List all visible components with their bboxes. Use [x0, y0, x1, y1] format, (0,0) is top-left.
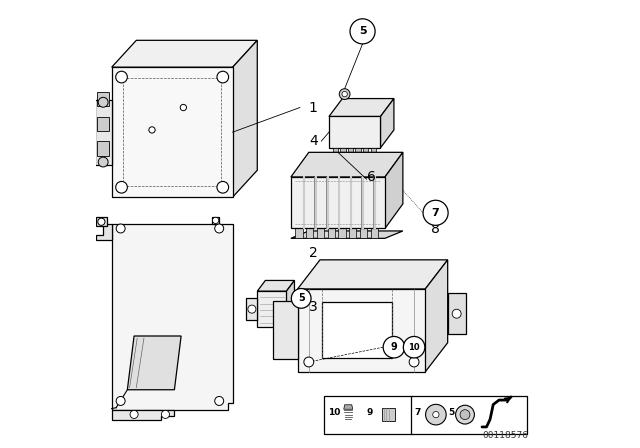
- Polygon shape: [97, 92, 109, 106]
- Polygon shape: [97, 141, 109, 155]
- Circle shape: [248, 305, 256, 313]
- Polygon shape: [348, 148, 353, 156]
- Ellipse shape: [201, 258, 210, 262]
- Polygon shape: [448, 293, 466, 334]
- Polygon shape: [291, 152, 403, 177]
- Polygon shape: [298, 260, 448, 289]
- Polygon shape: [246, 298, 257, 320]
- Circle shape: [149, 127, 155, 133]
- Polygon shape: [96, 217, 108, 226]
- Polygon shape: [257, 291, 287, 327]
- Circle shape: [291, 289, 311, 308]
- Polygon shape: [127, 336, 181, 390]
- Polygon shape: [324, 396, 527, 434]
- Polygon shape: [298, 289, 425, 372]
- Polygon shape: [340, 148, 346, 156]
- Polygon shape: [112, 224, 233, 410]
- Text: 6: 6: [367, 170, 376, 184]
- Circle shape: [460, 409, 470, 419]
- Ellipse shape: [177, 318, 186, 323]
- Polygon shape: [333, 148, 338, 156]
- Text: 5: 5: [359, 26, 366, 36]
- Polygon shape: [112, 40, 257, 67]
- Polygon shape: [97, 116, 109, 131]
- Circle shape: [98, 218, 105, 225]
- Polygon shape: [306, 228, 314, 238]
- Circle shape: [215, 224, 224, 233]
- Text: 5: 5: [448, 408, 454, 417]
- Polygon shape: [329, 116, 380, 148]
- Circle shape: [423, 200, 448, 225]
- Circle shape: [456, 405, 474, 424]
- Polygon shape: [425, 260, 448, 372]
- Text: 3: 3: [309, 300, 317, 314]
- Circle shape: [217, 71, 228, 83]
- Circle shape: [130, 410, 138, 418]
- Text: 9: 9: [390, 342, 397, 352]
- Polygon shape: [339, 228, 346, 238]
- Text: 10: 10: [328, 408, 340, 417]
- Circle shape: [433, 411, 439, 418]
- Text: 10: 10: [408, 343, 420, 352]
- Polygon shape: [344, 405, 353, 409]
- Polygon shape: [96, 224, 112, 240]
- Polygon shape: [323, 302, 392, 358]
- Circle shape: [215, 396, 224, 405]
- Circle shape: [342, 91, 348, 97]
- Circle shape: [304, 357, 314, 367]
- Circle shape: [339, 89, 350, 99]
- Polygon shape: [329, 99, 394, 116]
- Circle shape: [116, 181, 127, 193]
- Text: 4: 4: [309, 134, 317, 148]
- Polygon shape: [273, 302, 298, 359]
- Circle shape: [403, 336, 425, 358]
- Circle shape: [217, 181, 228, 193]
- Polygon shape: [212, 217, 220, 224]
- Circle shape: [452, 309, 461, 318]
- Text: 7: 7: [415, 408, 421, 417]
- Text: 00118576: 00118576: [483, 431, 529, 440]
- Circle shape: [383, 336, 404, 358]
- Circle shape: [180, 104, 186, 111]
- Text: 5: 5: [298, 293, 305, 303]
- Circle shape: [409, 357, 419, 367]
- Polygon shape: [291, 231, 403, 238]
- Text: 2: 2: [309, 246, 317, 260]
- Polygon shape: [95, 99, 112, 165]
- Polygon shape: [363, 148, 369, 156]
- Circle shape: [426, 404, 446, 425]
- Text: 9: 9: [366, 408, 372, 417]
- Ellipse shape: [132, 258, 141, 262]
- Circle shape: [99, 157, 108, 167]
- Polygon shape: [360, 228, 367, 238]
- Circle shape: [116, 71, 127, 83]
- Circle shape: [161, 410, 170, 418]
- Circle shape: [99, 97, 108, 107]
- Circle shape: [116, 396, 125, 405]
- Text: 7: 7: [432, 208, 440, 218]
- Polygon shape: [257, 280, 294, 291]
- Circle shape: [350, 19, 375, 44]
- Polygon shape: [296, 228, 303, 238]
- Polygon shape: [382, 408, 396, 421]
- Circle shape: [212, 217, 219, 224]
- Text: 8: 8: [431, 222, 440, 237]
- Polygon shape: [385, 152, 403, 228]
- Polygon shape: [355, 148, 361, 156]
- Polygon shape: [349, 228, 356, 238]
- Circle shape: [116, 224, 125, 233]
- Text: 1: 1: [309, 100, 317, 115]
- Polygon shape: [371, 148, 376, 156]
- Ellipse shape: [154, 289, 163, 293]
- Polygon shape: [291, 177, 385, 228]
- Polygon shape: [287, 280, 294, 327]
- Polygon shape: [112, 410, 174, 420]
- Polygon shape: [371, 228, 378, 238]
- Polygon shape: [380, 99, 394, 148]
- Polygon shape: [317, 228, 324, 238]
- Polygon shape: [328, 228, 335, 238]
- Polygon shape: [112, 67, 233, 197]
- Polygon shape: [429, 408, 442, 422]
- Polygon shape: [233, 40, 257, 197]
